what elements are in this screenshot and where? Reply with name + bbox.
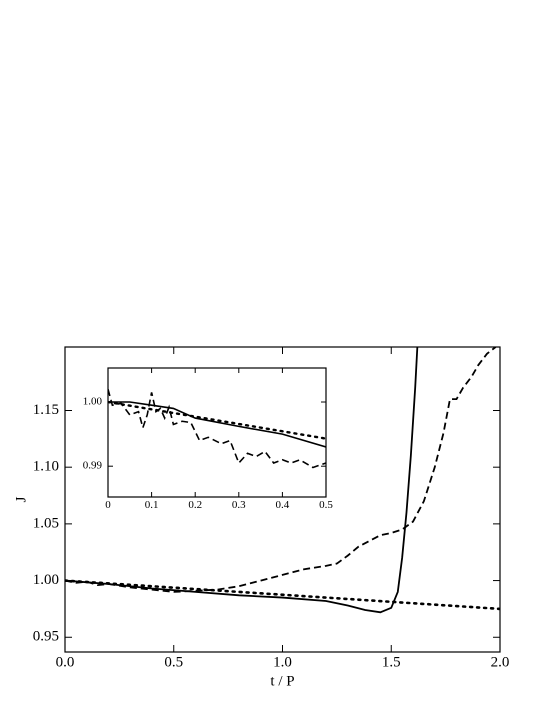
x-tick-label: 0.1 [145, 499, 159, 511]
x-tick-label: 0 [105, 499, 111, 511]
x-tick-label: 0.5 [164, 655, 183, 671]
series-line [65, 347, 497, 593]
x-tick-label: 0.0 [56, 655, 75, 671]
y-tick-label: 1.00 [33, 572, 59, 588]
x-tick-label: 0.4 [276, 499, 290, 511]
series-line [108, 388, 326, 469]
x-tick-label: 0.2 [188, 499, 202, 511]
y-tick-label: 0.99 [83, 460, 103, 472]
series-line [108, 401, 326, 448]
x-tick-label: 0.5 [319, 499, 333, 511]
lines [108, 388, 326, 469]
y-tick-label: 1.10 [33, 459, 59, 475]
y-axis-label: J [13, 496, 29, 502]
lines [65, 347, 500, 614]
y-tick-label: 1.05 [33, 515, 59, 531]
y-tick-label: 1.00 [83, 396, 103, 408]
x-tick-label: 1.5 [382, 655, 401, 671]
inset-plot: 0 0.1 0.2 0.3 0.4 0.5 0.99 1.00 [83, 367, 333, 511]
y-tick-label: 0.95 [33, 629, 59, 645]
x-tick-label: 1.0 [273, 655, 292, 671]
x-axis-label: t / P [270, 673, 294, 689]
series-line [65, 347, 419, 614]
plot-frame [107, 367, 327, 498]
x-tick-label: 0.3 [232, 499, 246, 511]
x-tick-label: 2.0 [491, 655, 510, 671]
series-line [65, 579, 500, 611]
y-tick-label: 1.15 [33, 402, 59, 418]
series-line [108, 400, 326, 440]
